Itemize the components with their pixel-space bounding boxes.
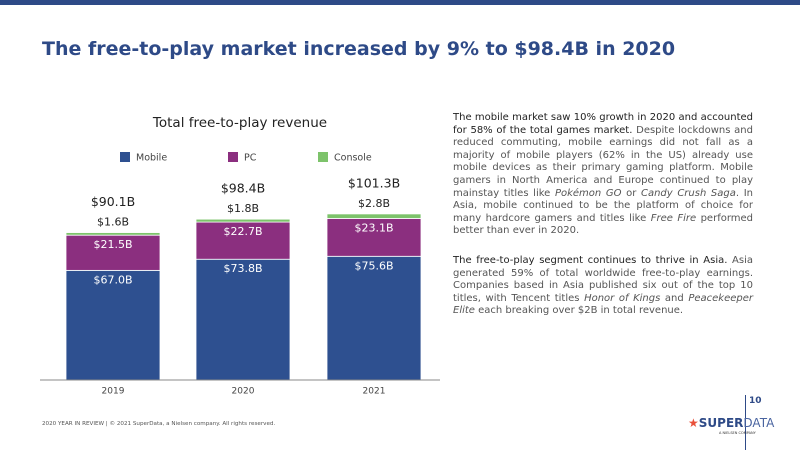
value-label: $1.6B (97, 216, 129, 229)
legend-swatch (120, 152, 130, 162)
text-run: Pokémon GO (554, 187, 622, 199)
text-run: Honor of Kings (584, 292, 661, 304)
total-label: $101.3B (348, 175, 400, 190)
value-label: $2.8B (358, 197, 390, 210)
bar-segment (195, 258, 291, 381)
bar-segment (65, 234, 161, 271)
text-run: Despite lockdowns and reduced commuting,… (453, 124, 753, 199)
value-label: $23.1B (354, 221, 393, 234)
bar-segment (326, 255, 422, 381)
bar-segment (195, 218, 291, 223)
slide-title: The free-to-play market increased by 9% … (42, 38, 676, 60)
text-run: The mobile market saw 10% growth in 2020… (453, 112, 753, 136)
bar-segment (65, 269, 161, 381)
text-run: Peacekeeper Elite (453, 292, 753, 317)
value-label: $22.7B (223, 225, 262, 238)
bar-segment (326, 218, 422, 257)
legend-label: PC (244, 153, 257, 164)
text-run: Candy Crush Saga (640, 187, 736, 199)
logo-part: SUPER (698, 416, 744, 430)
logo: ★SUPERDATA (688, 416, 774, 430)
value-label: $67.0B (93, 273, 132, 286)
top-bar (0, 0, 800, 5)
text-run: performed better than ever in 2020. (453, 212, 754, 237)
divider (745, 395, 746, 450)
text-run: Asia generated 59% of total worldwide fr… (453, 254, 753, 304)
paragraph: The free-to-play segment continues to th… (453, 255, 753, 318)
value-label: $73.8B (223, 262, 262, 275)
x-tick-label: 2019 (102, 387, 125, 397)
logo-star: ★ (688, 416, 699, 430)
x-tick-label: 2020 (232, 387, 255, 397)
legend-swatch (318, 152, 328, 162)
legend-label: Console (334, 153, 372, 164)
value-label: $21.5B (93, 238, 132, 251)
text-run: Free Fire (650, 212, 697, 224)
bar-segment (326, 213, 422, 219)
total-label: $98.4B (221, 181, 265, 196)
text-run: or (621, 187, 641, 199)
legend-label: Mobile (136, 153, 167, 164)
body-text: The mobile market saw 10% growth in 2020… (453, 112, 753, 335)
total-label: $90.1B (91, 194, 135, 209)
text-run: The free-to-play segment continues to th… (453, 254, 728, 266)
paragraph: The mobile market saw 10% growth in 2020… (453, 112, 753, 238)
bar-segment (65, 232, 161, 236)
bar-segment (195, 221, 291, 260)
footer: 2020 YEAR IN REVIEW | © 2021 SuperData, … (42, 421, 276, 427)
legend-swatch (228, 152, 238, 162)
chart-title: Total free-to-play revenue (152, 115, 327, 131)
text-run: and (660, 292, 689, 304)
value-label: $75.6B (354, 259, 393, 272)
chart: Total free-to-play revenue Mobile PC Consol… (40, 115, 440, 397)
page-number: 10 (749, 396, 762, 406)
x-tick-label: 2021 (363, 387, 386, 397)
text-run: . In Asia, mobile continued to be the pl… (453, 187, 753, 224)
logo-subtitle: A NIELSEN COMPANY (719, 431, 756, 435)
value-label: $1.8B (227, 202, 259, 215)
logo-part: DATA (743, 416, 775, 430)
text-run: each breaking over $2B in total revenue. (474, 305, 684, 317)
